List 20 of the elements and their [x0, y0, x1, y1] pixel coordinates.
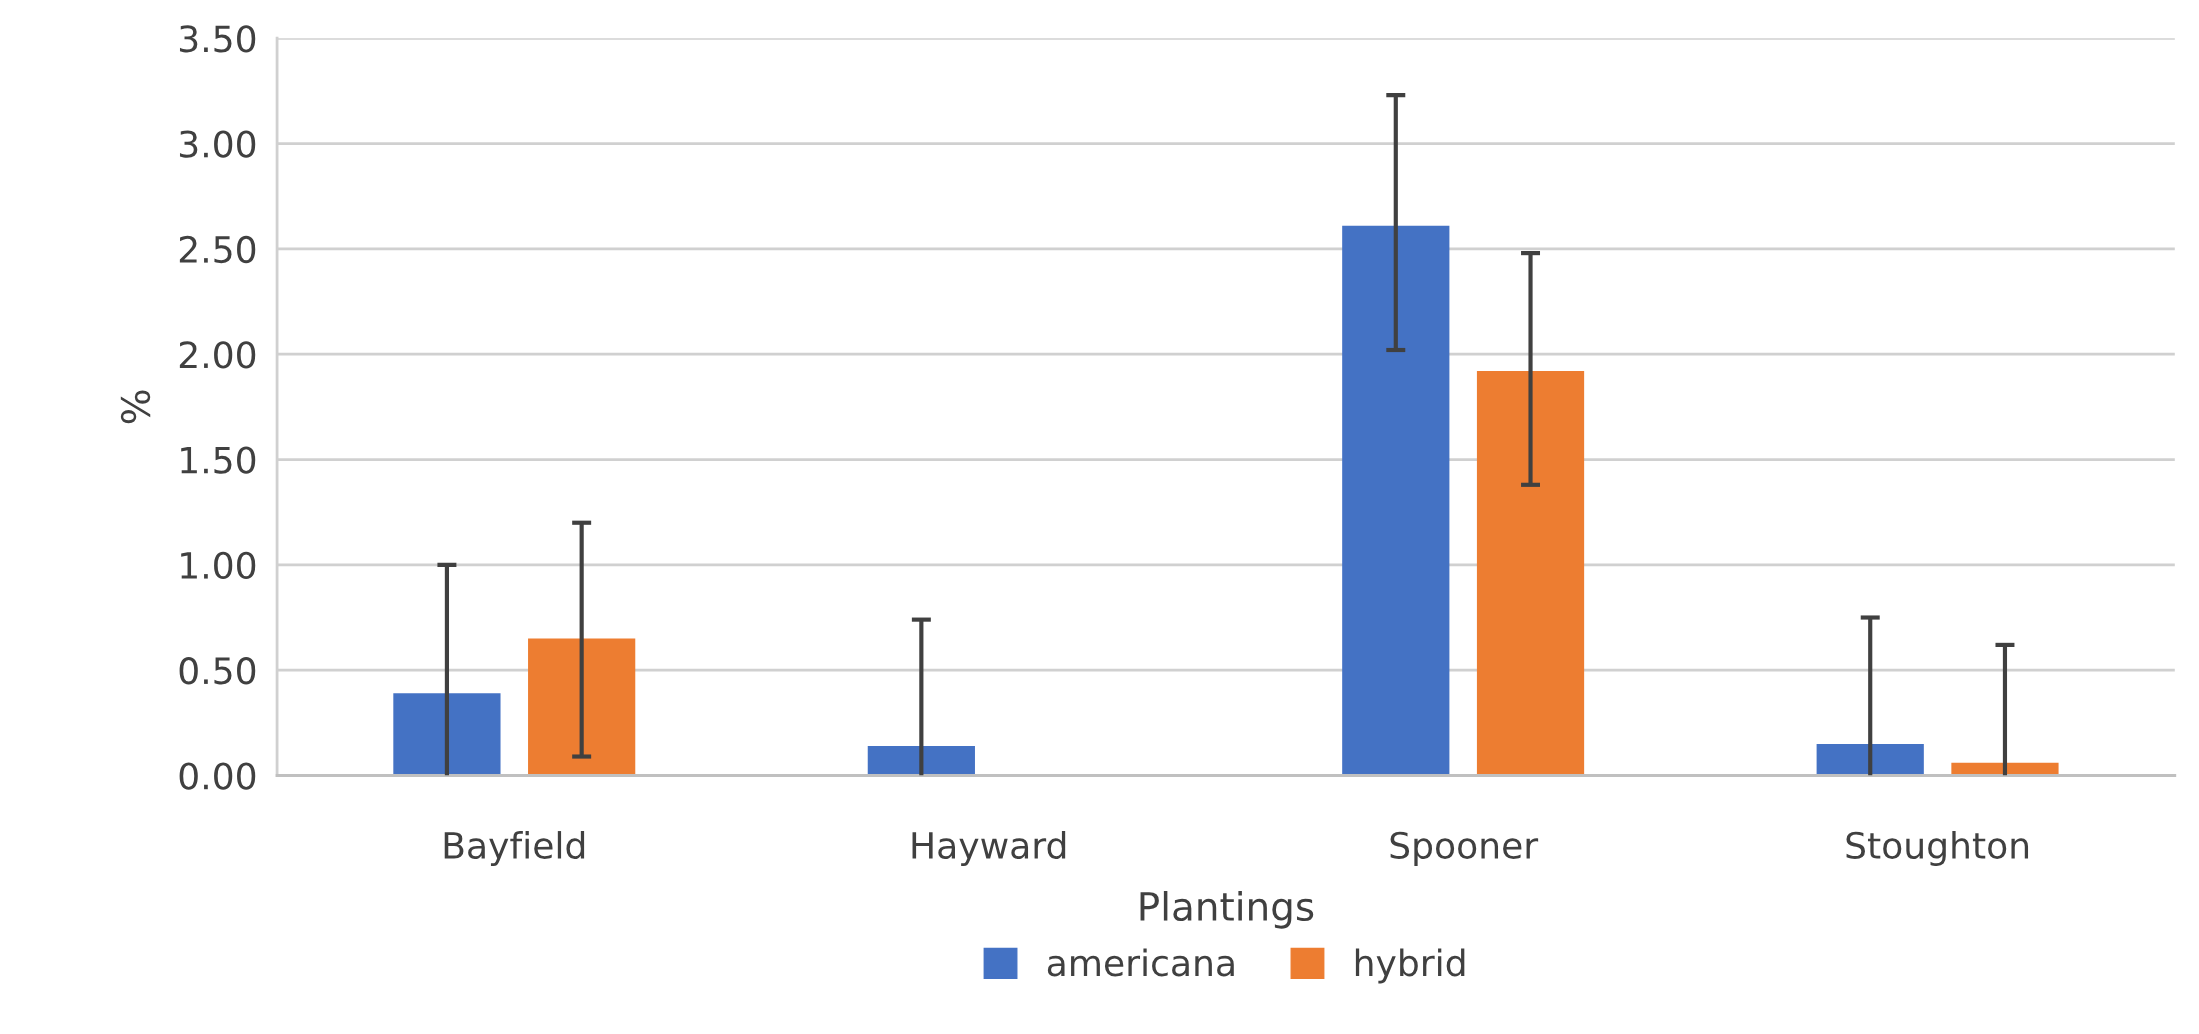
y-tick-label: 1.50 — [181, 446, 256, 474]
y-tick-label: 2.00 — [179, 341, 256, 369]
y-tick-label: 3.50 — [179, 25, 256, 53]
bar — [867, 746, 975, 776]
y-tick-label: 0.00 — [179, 762, 256, 790]
y-tick-label: 3.00 — [179, 130, 256, 158]
legend-label: americana — [1047, 948, 1234, 977]
legend-label: hybrid — [1355, 948, 1465, 984]
x-tick-label: Spooner — [1390, 831, 1539, 866]
y-tick-label: 0.50 — [179, 657, 256, 685]
x-tick-label: Stoughton — [1846, 831, 2029, 866]
y-axis-title: % — [120, 390, 151, 424]
bar — [1816, 743, 1924, 776]
bar — [1342, 225, 1450, 776]
x-axis-title: Plantings — [1140, 891, 1314, 929]
bar — [1476, 371, 1585, 776]
x-tick-label: Bayfield — [444, 831, 585, 866]
x-tick-label: Hayward — [912, 831, 1066, 866]
y-tick-label: 1.00 — [181, 551, 256, 580]
y-tick-label: 2.50 — [179, 235, 256, 264]
